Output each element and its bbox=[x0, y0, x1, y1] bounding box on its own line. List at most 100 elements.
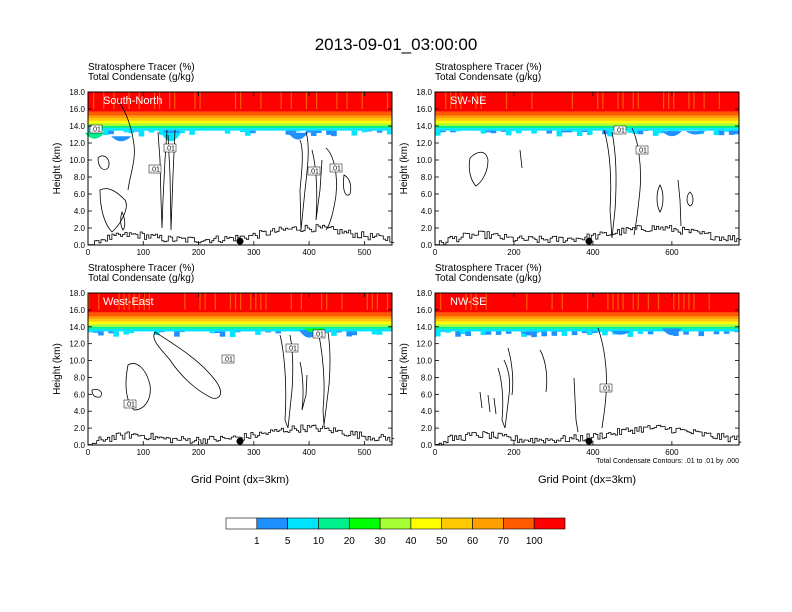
colorbar-swatch bbox=[379, 517, 412, 530]
tracer-blob bbox=[637, 331, 644, 334]
condensate-contour bbox=[317, 329, 331, 426]
contour-label-box bbox=[613, 125, 627, 135]
y-tick-label: 0.0 bbox=[74, 441, 86, 450]
tracer-blob bbox=[331, 130, 337, 137]
tracer-blob bbox=[158, 130, 165, 135]
tracer-blob bbox=[440, 130, 446, 133]
colorbar-tick-label: 70 bbox=[498, 536, 510, 547]
panel-title-line: Stratosphere Tracer (%) bbox=[88, 62, 195, 73]
location-marker bbox=[236, 437, 244, 445]
tracer-streak bbox=[341, 293, 343, 310]
tracer-blob bbox=[290, 130, 297, 133]
contour-label-box bbox=[221, 354, 235, 364]
tracer-blob bbox=[265, 331, 271, 333]
y-tick-label: 6.0 bbox=[421, 190, 433, 199]
tracer-blob bbox=[728, 130, 735, 135]
tracer-streak bbox=[199, 293, 201, 310]
colorbar: 1 5 10 20 30 40 50 60 70 100 bbox=[225, 517, 566, 547]
tracer-streak bbox=[617, 293, 619, 310]
panel-west-east: Stratosphere Tracer (%)Total Condensate … bbox=[52, 263, 395, 486]
contour-label: .01 bbox=[223, 357, 233, 364]
tracer-streak bbox=[103, 92, 105, 109]
tracer-blob bbox=[189, 130, 195, 135]
tracer-blob bbox=[531, 331, 537, 338]
tracer-streak bbox=[234, 293, 237, 310]
tracer-blob bbox=[455, 130, 461, 132]
figure-title: 2013-09-01_03:00:00 bbox=[315, 35, 478, 54]
tracer-intrusion bbox=[288, 132, 309, 140]
tracer-blob bbox=[713, 331, 720, 335]
tracer-streak bbox=[128, 293, 130, 310]
x-axis-label: Grid Point (dx=3km) bbox=[191, 474, 289, 486]
condensate-contour bbox=[479, 391, 483, 409]
y-tick-label: 0.0 bbox=[421, 241, 433, 250]
tracer-band bbox=[88, 324, 392, 327]
panel-title-line: Total Condensate (g/kg) bbox=[88, 273, 194, 284]
x-tick-label: 400 bbox=[302, 448, 316, 457]
tracer-blob bbox=[326, 331, 332, 333]
contour-label: .01 bbox=[314, 332, 324, 339]
tracer-blob bbox=[480, 331, 487, 335]
condensate-contour bbox=[497, 359, 511, 429]
tracer-streak bbox=[128, 92, 130, 109]
y-tick-label: 8.0 bbox=[74, 373, 86, 382]
x-tick-label: 300 bbox=[247, 448, 261, 457]
tracer-streak bbox=[622, 293, 624, 310]
tracer-streak bbox=[265, 293, 267, 310]
tracer-streak bbox=[88, 293, 90, 310]
contour-label-box bbox=[599, 383, 613, 393]
contour-label-box bbox=[307, 166, 321, 176]
contour-label-box bbox=[285, 343, 299, 353]
contour-label-box bbox=[329, 163, 343, 173]
tracer-band bbox=[435, 326, 739, 329]
tracer-blob bbox=[179, 331, 185, 333]
tracer-blob bbox=[376, 130, 383, 133]
tracer-blob bbox=[480, 130, 487, 134]
colorbar-swatch bbox=[533, 517, 566, 530]
tracer-streak bbox=[617, 92, 619, 109]
tracer-streak bbox=[693, 92, 695, 109]
tracer-streak bbox=[260, 293, 262, 310]
tracer-streak bbox=[386, 92, 389, 109]
location-marker bbox=[236, 237, 244, 245]
condensate-contour bbox=[117, 99, 135, 191]
tracer-streak bbox=[455, 92, 457, 109]
tracer-band bbox=[435, 312, 739, 317]
tracer-blob bbox=[326, 130, 332, 135]
contour-label-box bbox=[312, 329, 326, 339]
y-tick-label: 16.0 bbox=[416, 306, 432, 315]
x-tick-label: 100 bbox=[137, 248, 151, 257]
x-tick-label: 200 bbox=[507, 248, 521, 257]
panel-nw-se: Stratosphere Tracer (%)Total Condensate … bbox=[399, 263, 742, 486]
tracer-streak bbox=[376, 293, 378, 310]
tracer-streak bbox=[475, 293, 477, 310]
tracer-streak bbox=[204, 293, 206, 310]
y-tick-label: 18.0 bbox=[416, 289, 432, 298]
tracer-blob bbox=[566, 130, 573, 133]
contour-footnote: Total Condensate Contours: .01 to .01 by… bbox=[596, 458, 739, 465]
tracer-blob bbox=[733, 331, 740, 333]
tracer-blob bbox=[128, 331, 135, 334]
tracer-blob bbox=[371, 331, 378, 335]
tracer-blob bbox=[351, 130, 358, 136]
tracer-blob bbox=[541, 331, 547, 337]
tracer-band bbox=[88, 319, 392, 322]
tracer-band bbox=[88, 115, 392, 119]
tracer-streak bbox=[688, 293, 690, 310]
tracer-blob bbox=[346, 331, 352, 337]
tracer-blob bbox=[234, 331, 241, 333]
plot-frame bbox=[87, 292, 393, 446]
tracer-blob bbox=[485, 331, 492, 335]
tracer-streak bbox=[485, 293, 487, 310]
tracer-streak bbox=[612, 293, 614, 310]
tracer-streak bbox=[480, 92, 482, 109]
x-tick-label: 100 bbox=[137, 448, 151, 457]
condensate-contour bbox=[487, 394, 491, 413]
colorbar-tick-label: 20 bbox=[344, 536, 356, 547]
y-tick-label: 6.0 bbox=[74, 190, 86, 199]
tracer-band bbox=[88, 312, 392, 317]
tracer-streak bbox=[673, 293, 675, 310]
tracer-streak bbox=[657, 293, 660, 310]
y-tick-label: 2.0 bbox=[74, 224, 86, 233]
tracer-blob bbox=[376, 331, 383, 335]
